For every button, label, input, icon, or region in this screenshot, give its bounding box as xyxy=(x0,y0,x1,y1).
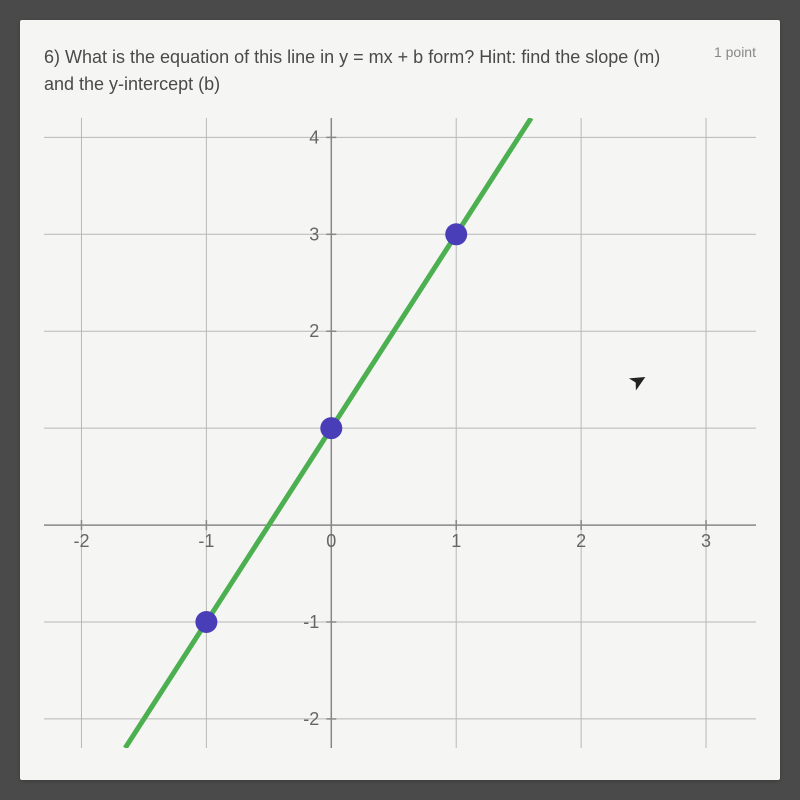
svg-text:-2: -2 xyxy=(303,709,319,729)
question-card: 6) What is the equation of this line in … xyxy=(20,20,780,780)
question-text: 6) What is the equation of this line in … xyxy=(44,44,664,98)
points-label: 1 point xyxy=(714,44,756,60)
question-header: 6) What is the equation of this line in … xyxy=(44,44,756,98)
svg-text:-1: -1 xyxy=(198,531,214,551)
svg-text:1: 1 xyxy=(451,531,461,551)
svg-text:4: 4 xyxy=(309,127,319,147)
svg-text:2: 2 xyxy=(576,531,586,551)
svg-text:-1: -1 xyxy=(303,612,319,632)
graph-container: -2-10123-2-1234 ➤ xyxy=(44,118,756,748)
svg-text:3: 3 xyxy=(309,224,319,244)
svg-text:2: 2 xyxy=(309,321,319,341)
svg-text:0: 0 xyxy=(326,531,336,551)
svg-text:3: 3 xyxy=(701,531,711,551)
svg-text:-2: -2 xyxy=(73,531,89,551)
line-chart: -2 -1 0 1 2 3 -2 -1 2 3 4 xyxy=(44,118,756,748)
